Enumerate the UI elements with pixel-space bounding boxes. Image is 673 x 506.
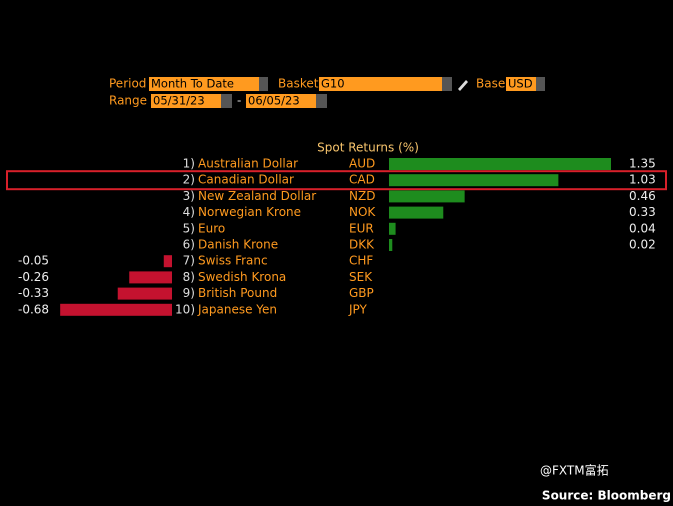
value-label: 1.35 <box>629 157 656 171</box>
value-label: -0.26 <box>18 270 49 284</box>
currency-name: Swiss Franc <box>198 254 268 268</box>
end-value: 06/05/23 <box>248 94 300 108</box>
currency-code: GBP <box>349 286 374 300</box>
edit-icon[interactable] <box>458 80 468 91</box>
currency-name: Norwegian Krone <box>198 205 301 219</box>
currency-code: NOK <box>349 205 376 219</box>
currency-name: Australian Dollar <box>198 157 298 171</box>
calendar-icon[interactable] <box>316 94 327 108</box>
period-label: Period <box>109 77 146 91</box>
chart-title: Spot Returns (%) <box>317 141 419 155</box>
end-field[interactable] <box>246 94 316 108</box>
currency-name: Swedish Krona <box>198 270 286 284</box>
currency-name: New Zealand Dollar <box>198 189 316 203</box>
highlight-box <box>6 170 667 191</box>
currency-code: AUD <box>349 157 375 171</box>
base-value: USD <box>508 77 533 91</box>
currency-code: SEK <box>349 270 373 284</box>
bar <box>60 303 172 316</box>
rank: 4) <box>183 205 195 219</box>
dropdown-arrow[interactable] <box>259 77 268 91</box>
currency-name: Euro <box>198 221 225 235</box>
bar <box>389 158 611 170</box>
value-label: 0.04 <box>629 221 656 235</box>
currency-code: CHF <box>349 254 373 268</box>
rank: 7) <box>183 254 195 268</box>
basket-field[interactable] <box>319 77 442 91</box>
currency-name: Japanese Yen <box>197 302 277 316</box>
watermark: @FXTM富拓 <box>540 463 609 478</box>
value-label: -0.68 <box>18 302 49 316</box>
rank: 2) <box>183 173 195 187</box>
dropdown-arrow[interactable] <box>442 77 452 91</box>
value-label: 1.03 <box>629 173 656 187</box>
base-label: Base <box>476 77 505 91</box>
basket-label: Basket <box>278 77 319 91</box>
rank: 1) <box>183 157 195 171</box>
rank: 10) <box>175 302 195 316</box>
value-label: 0.33 <box>629 205 656 219</box>
calendar-icon[interactable] <box>221 94 232 108</box>
rank: 6) <box>183 238 195 252</box>
period-field[interactable] <box>149 77 259 91</box>
value-label: 0.46 <box>629 189 656 203</box>
dropdown-arrow[interactable] <box>536 77 545 91</box>
currency-code: DKK <box>349 238 375 252</box>
value-label: -0.33 <box>18 286 49 300</box>
range-label: Range <box>109 94 147 108</box>
value-label: 0.02 <box>629 238 656 252</box>
rank: 8) <box>183 270 195 284</box>
bar <box>129 271 172 284</box>
bar <box>163 255 172 268</box>
base-field[interactable] <box>506 77 536 91</box>
basket-value: G10 <box>321 77 345 91</box>
value-label: -0.05 <box>18 254 49 268</box>
rank: 3) <box>183 189 195 203</box>
rank: 9) <box>183 286 195 300</box>
currency-code: NZD <box>349 189 375 203</box>
range-separator: - <box>237 94 241 108</box>
start-value: 05/31/23 <box>153 94 205 108</box>
currency-code: JPY <box>348 302 368 316</box>
currency-code: CAD <box>349 173 375 187</box>
period-value: Month To Date <box>151 77 234 91</box>
currency-code: EUR <box>349 221 374 235</box>
bar <box>389 190 465 203</box>
bar <box>389 239 393 251</box>
start-field[interactable] <box>151 94 221 108</box>
bar <box>389 222 396 235</box>
bar <box>117 287 172 300</box>
currency-name: Danish Krone <box>198 238 278 252</box>
currency-name: British Pound <box>198 286 277 300</box>
rank: 5) <box>183 221 195 235</box>
bar <box>389 174 559 187</box>
bar <box>389 206 444 219</box>
currency-name: Canadian Dollar <box>198 173 294 187</box>
source: Source: Bloomberg <box>542 489 671 503</box>
